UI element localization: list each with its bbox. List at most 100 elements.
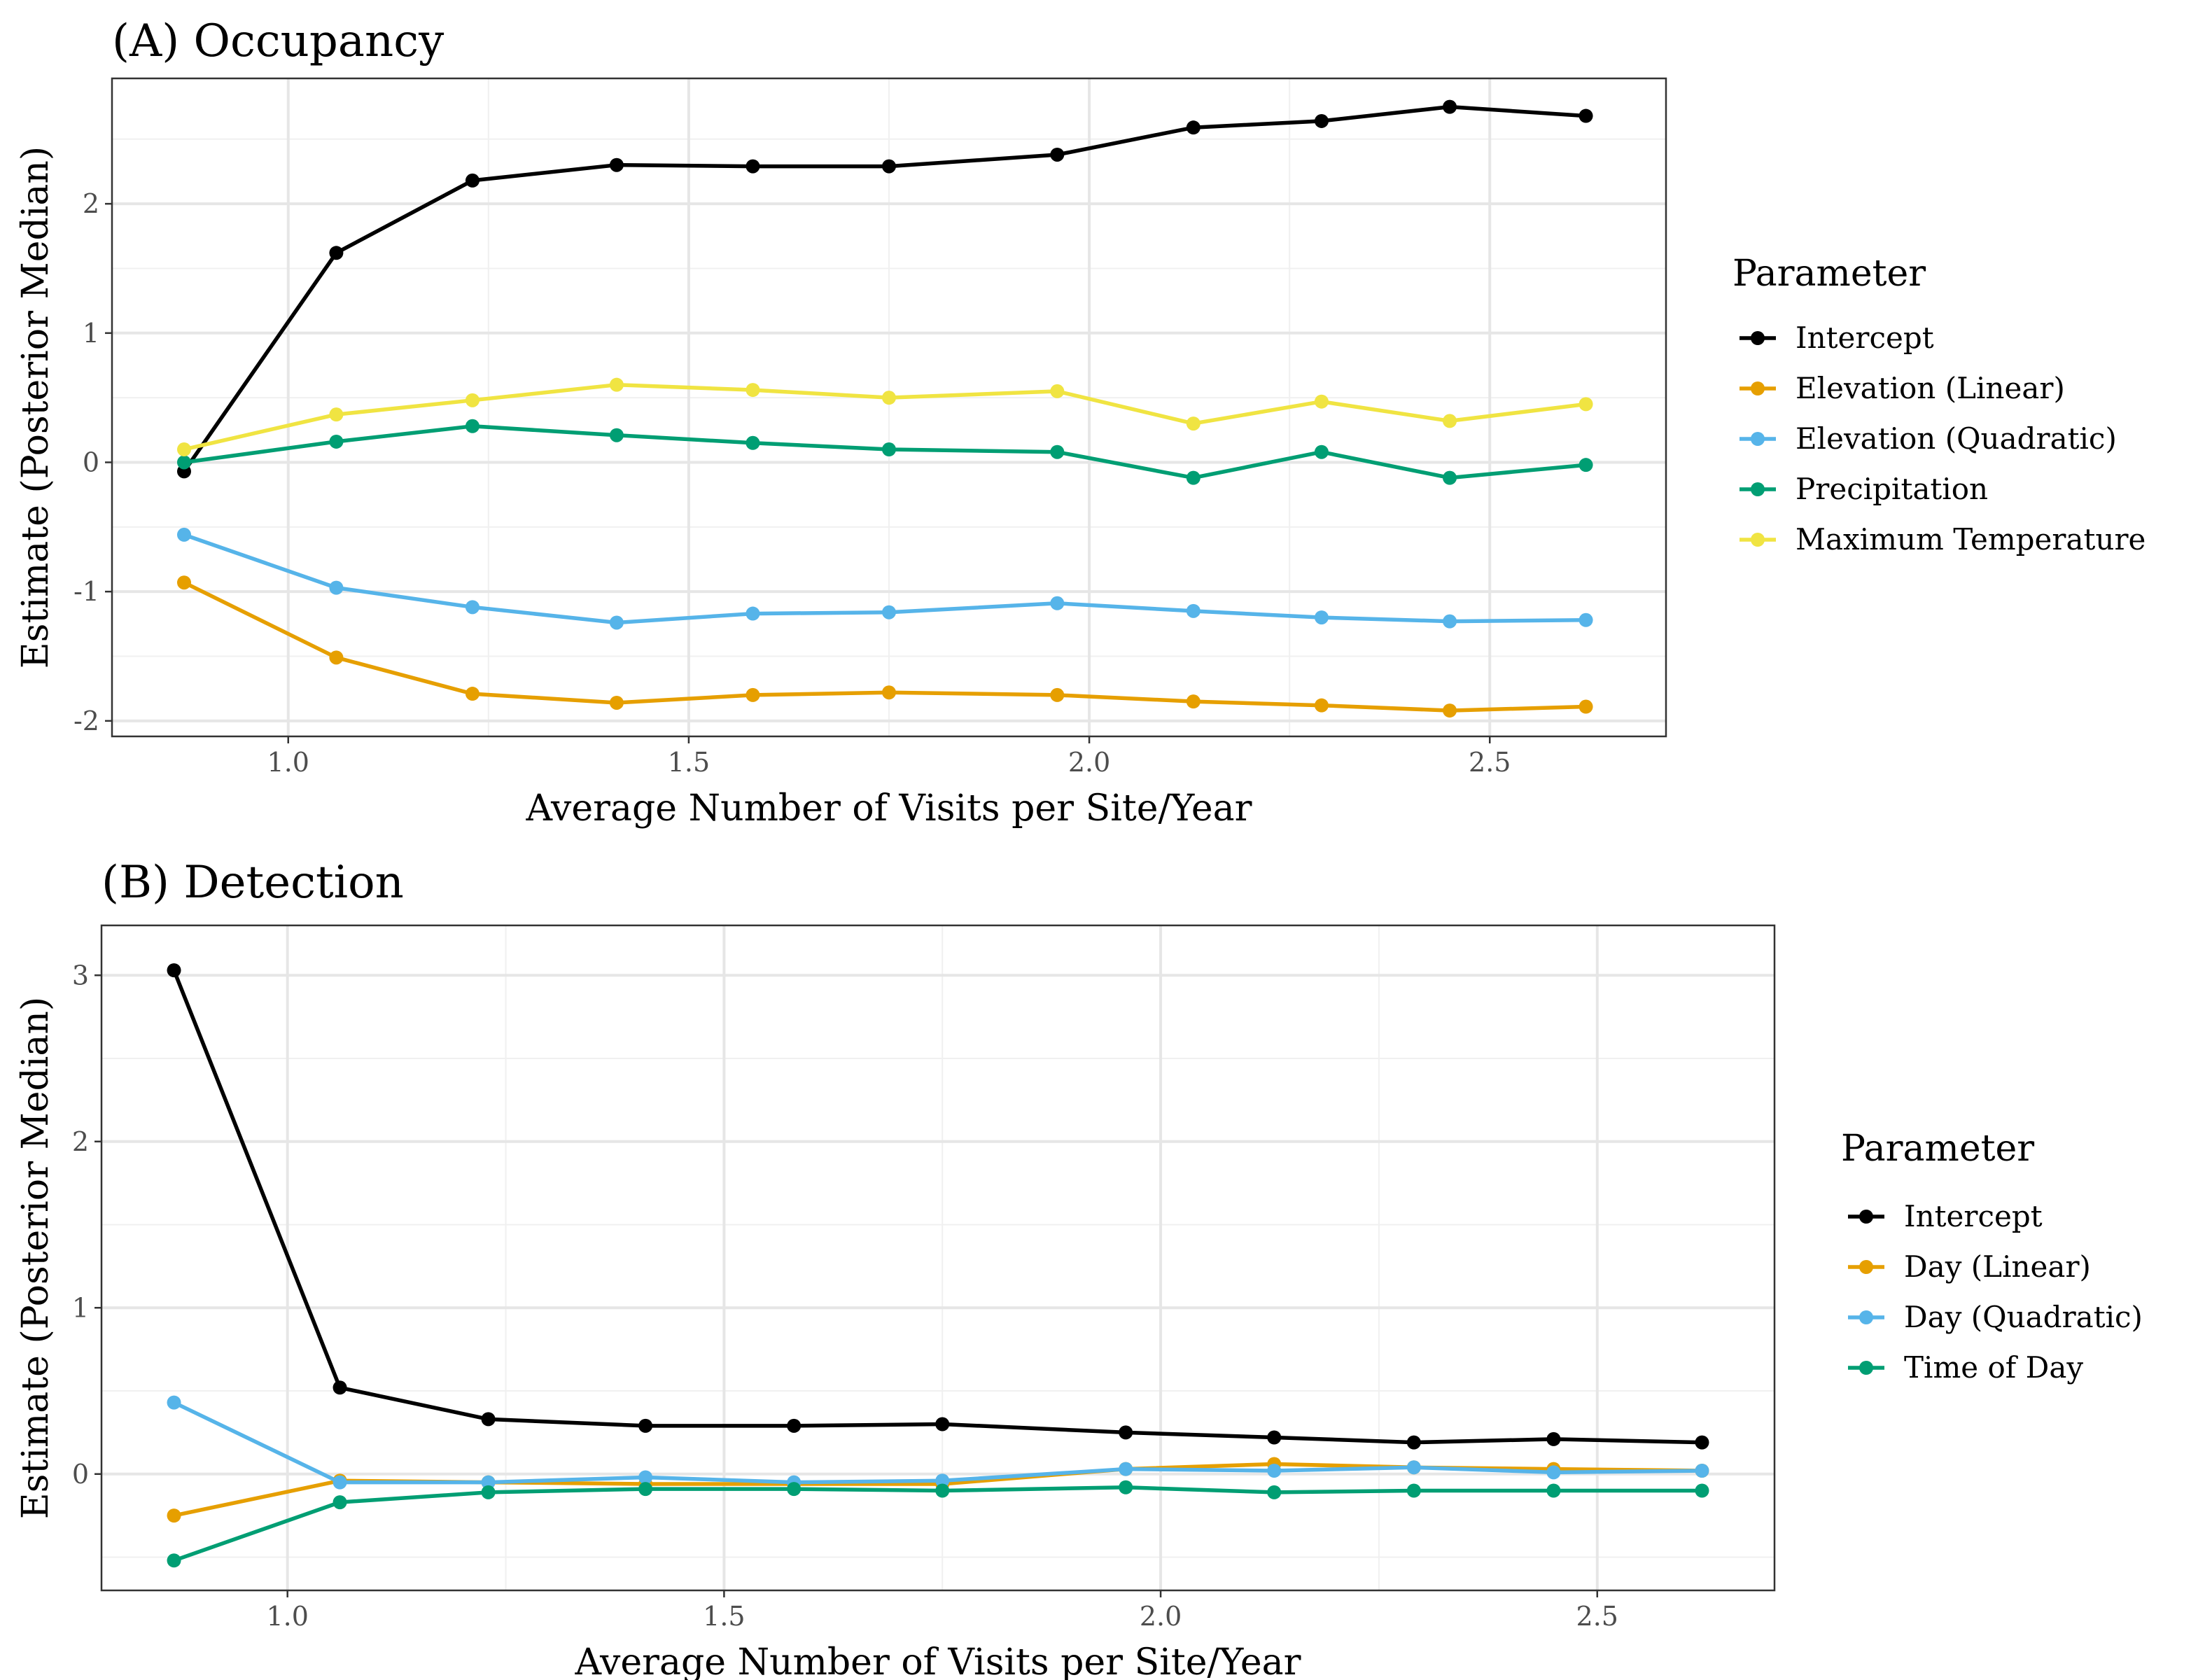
data-point-intercept (1050, 147, 1065, 162)
data-point-maximum-temperature (882, 391, 896, 405)
data-point-intercept (1267, 1430, 1282, 1445)
data-point-maximum-temperature (465, 393, 479, 407)
data-point-day-quadratic (481, 1475, 496, 1490)
panel-a-legend-title: Parameter (1732, 253, 1926, 295)
data-point-maximum-temperature (1443, 414, 1457, 428)
panel-b-y-axis-label: Estimate (Posterior Median) (15, 997, 57, 1519)
data-point-intercept (1443, 99, 1457, 114)
data-point-day-quadratic (1546, 1465, 1561, 1480)
panel-a-x-axis-label: Average Number of Visits per Site/Year (526, 788, 1252, 830)
data-point-day-quadratic (1406, 1460, 1421, 1475)
data-point-intercept (329, 246, 344, 260)
data-point-maximum-temperature (609, 377, 624, 392)
data-point-maximum-temperature (1186, 416, 1200, 431)
occupancy-panel: (A) Occupancy 1.0 1.5 2.0 2.5 -2 -1 0 1 2 Avera… (15, 15, 2146, 830)
panel-b-series (167, 963, 1709, 1568)
data-point-intercept (746, 159, 760, 174)
data-point-day-quadratic (638, 1470, 653, 1485)
data-point-precipitation (1050, 444, 1065, 459)
data-point-precipitation (609, 428, 624, 442)
data-point-maximum-temperature (1314, 394, 1329, 409)
data-point-maximum-temperature (1578, 397, 1593, 412)
data-point-precipitation (1314, 444, 1329, 459)
data-point-precipitation (1578, 458, 1593, 472)
data-point-precipitation (746, 435, 760, 450)
legend-key-point-day-quadratic (1859, 1310, 1873, 1324)
x-tick-label: 2.5 (1576, 1601, 1618, 1632)
x-tick-label: 2.0 (1068, 747, 1110, 778)
x-tick-label: 2.5 (1469, 747, 1511, 778)
data-point-intercept (787, 1418, 802, 1433)
data-point-intercept (167, 963, 181, 978)
data-point-time-of-day (481, 1485, 496, 1499)
data-point-day-linear (167, 1508, 181, 1523)
panel-b-title: (B) Detection (102, 857, 404, 909)
legend-key-point-intercept (1859, 1210, 1873, 1224)
data-point-elevation-linear (1578, 699, 1593, 714)
data-point-intercept (638, 1418, 653, 1433)
panel-a-series (176, 99, 1593, 718)
data-point-time-of-day (1546, 1483, 1561, 1498)
data-point-elevation-quadratic (1050, 596, 1065, 610)
y-tick-label: 1 (72, 1292, 89, 1323)
legend-label-day-quadratic: Day (Quadratic) (1904, 1300, 2143, 1334)
y-tick-label: 3 (72, 960, 89, 990)
data-point-precipitation (465, 419, 479, 433)
data-point-elevation-linear (329, 650, 344, 665)
panel-b-gridlines (102, 925, 1774, 1590)
data-point-elevation-linear (746, 687, 760, 702)
data-point-intercept (1546, 1432, 1561, 1446)
data-point-elevation-linear (176, 575, 191, 590)
data-point-elevation-linear (465, 687, 479, 701)
legend-label-intercept: Intercept (1904, 1199, 2043, 1233)
data-point-elevation-quadratic (465, 600, 479, 615)
data-point-intercept (1314, 113, 1329, 128)
data-point-intercept (481, 1412, 496, 1427)
data-point-intercept (332, 1380, 347, 1395)
data-point-day-quadratic (1119, 1462, 1133, 1476)
data-point-elevation-linear (882, 685, 896, 700)
data-point-elevation-quadratic (746, 606, 760, 621)
data-point-elevation-quadratic (882, 605, 896, 620)
panel-b-plot-border (100, 924, 1776, 1592)
legend-key-point-time-of-day (1859, 1361, 1873, 1375)
data-point-elevation-linear (1050, 687, 1065, 702)
data-point-elevation-linear (1314, 698, 1329, 713)
data-point-maximum-temperature (746, 383, 760, 398)
data-point-precipitation (882, 442, 896, 457)
data-point-day-quadratic (167, 1395, 181, 1410)
panel-b-legend-title: Parameter (1841, 1128, 2034, 1170)
legend-key-point-maximum-temperature (1751, 533, 1765, 547)
data-point-intercept (1578, 108, 1593, 123)
data-point-elevation-quadratic (1578, 612, 1593, 627)
legend-key-point-elevation-linear (1751, 382, 1765, 396)
legend-label-intercept: Intercept (1795, 321, 1934, 355)
data-point-intercept (1186, 120, 1200, 135)
panel-a-legend: Parameter Intercept Elevation (Linear) Ele… (1732, 253, 2146, 556)
panel-b-x-ticks: 1.0 1.5 2.0 2.5 (266, 1590, 1618, 1632)
y-tick-label: 1 (83, 318, 99, 349)
legend-label-elevation-linear: Elevation (Linear) (1795, 371, 2065, 405)
data-point-day-quadratic (332, 1475, 347, 1490)
data-point-precipitation (1443, 470, 1457, 485)
data-point-elevation-quadratic (1443, 614, 1457, 629)
legend-label-maximum-temperature: Maximum Temperature (1795, 522, 2146, 556)
data-point-time-of-day (1119, 1480, 1133, 1494)
data-point-intercept (465, 173, 479, 188)
y-tick-label: 0 (83, 447, 99, 477)
data-point-day-quadratic (1267, 1464, 1282, 1478)
data-point-time-of-day (1267, 1485, 1282, 1499)
y-tick-label: 0 (72, 1459, 89, 1490)
data-point-elevation-quadratic (176, 527, 191, 542)
data-point-elevation-quadratic (1186, 603, 1200, 618)
data-point-maximum-temperature (1050, 384, 1065, 398)
data-point-elevation-quadratic (1314, 610, 1329, 625)
x-tick-label: 2.0 (1140, 1601, 1182, 1632)
legend-key-point-elevation-quadratic (1751, 432, 1765, 446)
detection-panel: (B) Detection 1.0 1.5 2.0 2.5 0 1 2 3 Average … (15, 857, 2143, 1680)
data-point-day-quadratic (935, 1474, 950, 1488)
x-tick-label: 1.5 (668, 747, 710, 778)
data-point-maximum-temperature (176, 442, 191, 457)
data-point-time-of-day (935, 1483, 950, 1498)
